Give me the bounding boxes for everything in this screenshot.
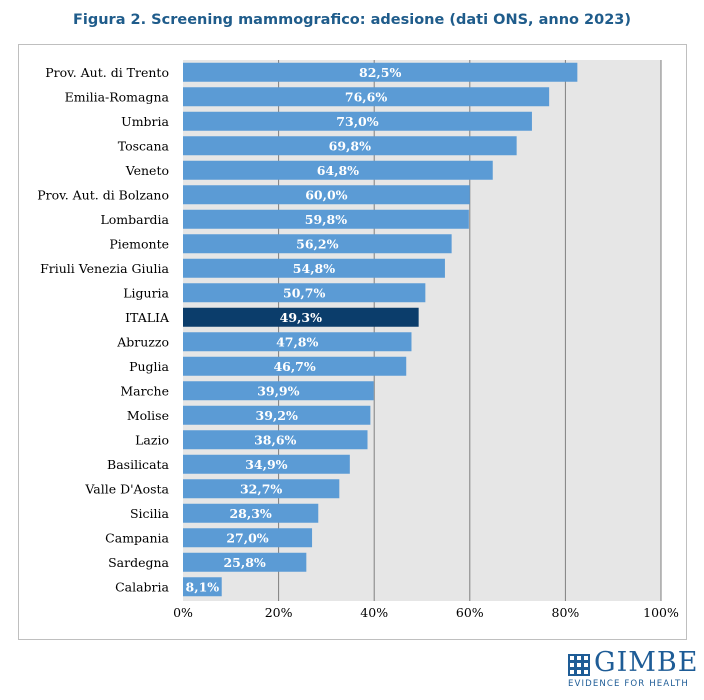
bar-1 <box>183 87 550 107</box>
x-tick-label-4: 80% <box>552 605 580 620</box>
gimbe-logo-mark-icon <box>568 654 590 676</box>
category-label-15: Lazio <box>135 432 169 447</box>
category-label-8: Friuli Venezia Giulia <box>40 261 169 276</box>
bar-18 <box>183 503 319 523</box>
data-label-8: 54,8% <box>293 261 335 276</box>
bar-12 <box>183 356 407 376</box>
logo-tagline: EVIDENCE FOR HEALTH <box>568 679 689 689</box>
x-tick-label-3: 60% <box>456 605 484 620</box>
data-label-2: 73,0% <box>336 114 378 129</box>
data-label-21: 8,1% <box>186 579 220 594</box>
chart-frame: 82,5% Prov. Aut. di Trento 76,6% Emilia-Rom… <box>18 44 687 640</box>
bar-21 <box>183 577 222 597</box>
bar-15 <box>183 430 368 450</box>
bar-7 <box>183 234 452 254</box>
category-label-13: Marche <box>120 383 169 398</box>
category-label-21: Calabria <box>115 579 169 594</box>
category-label-16: Basilicata <box>107 457 170 472</box>
data-label-17: 32,7% <box>240 481 282 496</box>
bar-16 <box>183 454 350 474</box>
category-label-10: ITALIA <box>125 310 170 325</box>
data-label-20: 25,8% <box>223 555 265 570</box>
data-label-6: 59,8% <box>305 212 347 227</box>
gimbe-logo: GIMBE EVIDENCE FOR HEALTH <box>568 648 697 692</box>
category-label-6: Lombardia <box>100 212 169 227</box>
bar-20 <box>183 552 307 572</box>
category-label-14: Molise <box>127 408 169 423</box>
bar-17 <box>183 479 340 499</box>
category-label-12: Puglia <box>129 359 169 374</box>
bar-8 <box>183 258 445 278</box>
x-tick-label-0: 0% <box>173 605 193 620</box>
bar-3 <box>183 136 517 156</box>
bar-4 <box>183 160 493 180</box>
category-label-11: Abruzzo <box>116 334 169 349</box>
bar-2 <box>183 111 532 131</box>
data-label-12: 46,7% <box>273 359 315 374</box>
data-label-5: 60,0% <box>305 187 347 202</box>
bar-14 <box>183 405 371 425</box>
data-label-19: 27,0% <box>226 530 268 545</box>
category-label-9: Liguria <box>123 285 169 300</box>
bar-0 <box>183 62 578 82</box>
category-label-7: Piemonte <box>109 236 169 251</box>
data-label-10: 49,3% <box>280 310 322 325</box>
data-label-9: 50,7% <box>283 285 325 300</box>
category-label-2: Umbria <box>121 114 169 129</box>
category-label-20: Sardegna <box>108 555 169 570</box>
x-tick-label-1: 20% <box>265 605 293 620</box>
data-label-4: 64,8% <box>317 163 359 178</box>
data-label-15: 38,6% <box>254 432 296 447</box>
bar-10 <box>183 307 419 327</box>
x-tick-label-2: 40% <box>360 605 388 620</box>
bar-5 <box>183 185 470 205</box>
logo-name: GIMBE <box>594 647 699 678</box>
bar-6 <box>183 209 469 229</box>
bar-11 <box>183 332 412 352</box>
data-label-3: 69,8% <box>329 138 371 153</box>
x-tick-label-5: 100% <box>643 605 679 620</box>
category-label-19: Campania <box>105 530 169 545</box>
category-label-4: Veneto <box>125 163 169 178</box>
category-label-3: Toscana <box>118 138 170 153</box>
bar-13 <box>183 381 374 401</box>
data-label-16: 34,9% <box>245 457 287 472</box>
category-label-0: Prov. Aut. di Trento <box>45 65 169 80</box>
data-label-7: 56,2% <box>296 236 338 251</box>
data-label-14: 39,2% <box>256 408 298 423</box>
data-label-18: 28,3% <box>229 506 271 521</box>
category-label-5: Prov. Aut. di Bolzano <box>37 187 169 202</box>
data-label-0: 82,5% <box>359 65 401 80</box>
bar-chart: 82,5% Prov. Aut. di Trento 76,6% Emilia-Rom… <box>37 60 679 620</box>
category-label-18: Sicilia <box>130 506 170 521</box>
category-label-17: Valle D'Aosta <box>84 481 169 496</box>
data-label-13: 39,9% <box>257 383 299 398</box>
bar-9 <box>183 283 426 303</box>
category-label-1: Emilia-Romagna <box>65 89 170 104</box>
chart-title: Figura 2. Screening mammografico: adesio… <box>72 12 632 28</box>
data-label-1: 76,6% <box>345 89 387 104</box>
data-label-11: 47,8% <box>276 334 318 349</box>
bar-19 <box>183 528 313 548</box>
